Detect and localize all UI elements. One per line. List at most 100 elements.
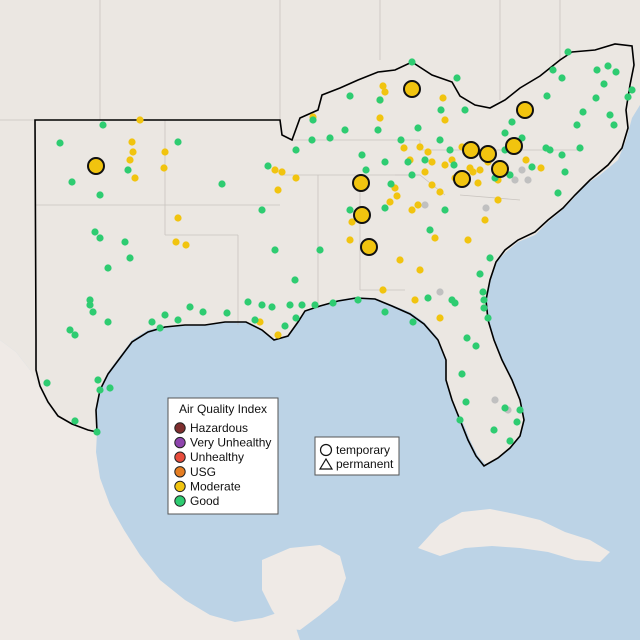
monitor-dot-good	[558, 74, 566, 82]
monitor-dot-moderate	[161, 148, 169, 156]
monitor-dot-good	[437, 106, 445, 114]
monitor-dot-moderate	[411, 296, 419, 304]
monitor-dot-good	[409, 318, 417, 326]
aqi-legend-label: USG	[190, 465, 216, 479]
monitor-dot-good	[610, 121, 618, 129]
temporary-label: temporary	[336, 443, 390, 457]
monitor-dot-good	[71, 331, 79, 339]
monitor-dot-good	[436, 136, 444, 144]
monitor-dot-moderate	[174, 214, 182, 222]
monitor-dot-good	[501, 129, 509, 137]
monitor-dot-moderate	[428, 181, 436, 189]
monitor-type-legend: temporary permanent	[314, 436, 400, 476]
monitor-dot-moderate	[396, 256, 404, 264]
monitor-dot-good	[506, 437, 514, 445]
monitor-dot-good	[218, 180, 226, 188]
monitor-dot-moderate	[494, 196, 502, 204]
monitor-dot-good	[424, 294, 432, 302]
aqi-legend-label: Hazardous	[190, 421, 248, 435]
monitor-dot-good	[561, 168, 569, 176]
monitor-dot-good	[387, 180, 395, 188]
monitor-dot-moderate	[474, 179, 482, 187]
aqi-legend-swatch	[174, 436, 186, 449]
monitor-dot-good	[354, 296, 362, 304]
monitor-dot-good	[68, 178, 76, 186]
monitor-dot-good	[484, 314, 492, 322]
monitor-dot-moderate	[441, 116, 449, 124]
monitor-dot-good	[329, 299, 337, 307]
monitor-dot-good	[161, 311, 169, 319]
aqi-legend-label: Unhealthy	[190, 450, 244, 464]
monitor-dot-good	[450, 161, 458, 169]
monitor-dot-good	[381, 158, 389, 166]
aqi-legend-label: Moderate	[190, 479, 241, 493]
temporary-monitor-moderate	[353, 206, 371, 224]
monitor-dot-no-data	[491, 396, 499, 404]
monitor-dot-good	[592, 94, 600, 102]
aqi-legend-title: Air Quality Index	[179, 402, 267, 416]
monitor-dot-good	[268, 303, 276, 311]
monitor-dot-good	[121, 238, 129, 246]
monitor-dot-no-data	[511, 176, 519, 184]
temporary-monitor-moderate	[453, 170, 471, 188]
monitor-dot-good	[426, 226, 434, 234]
monitor-dot-good	[476, 270, 484, 278]
monitor-dot-moderate	[469, 168, 477, 176]
monitor-dot-moderate	[381, 88, 389, 96]
monitor-dot-moderate	[408, 206, 416, 214]
monitor-dot-good	[564, 48, 572, 56]
monitor-dot-good	[543, 92, 551, 100]
monitor-dot-good	[461, 106, 469, 114]
monitor-dot-moderate	[424, 148, 432, 156]
monitor-dot-good	[404, 158, 412, 166]
monitor-dot-good	[376, 96, 384, 104]
monitor-dot-moderate	[379, 82, 387, 90]
monitor-dot-good	[576, 144, 584, 152]
temporary-monitor-moderate	[403, 80, 421, 98]
temporary-circle-icon	[319, 443, 333, 457]
state-border-line	[459, 194, 521, 201]
monitor-dot-good	[341, 126, 349, 134]
monitor-dot-good	[86, 301, 94, 309]
monitor-dot-good	[421, 156, 429, 164]
yucatan-peninsula	[262, 545, 346, 630]
monitor-dot-good	[381, 204, 389, 212]
monitor-dot-moderate	[348, 218, 356, 226]
monitor-dot-good	[316, 246, 324, 254]
monitor-dot-moderate	[441, 161, 449, 169]
monitor-dot-good	[506, 171, 514, 179]
monitor-dot-good	[463, 334, 471, 342]
monitor-dot-moderate	[416, 266, 424, 274]
monitor-dot-moderate	[439, 94, 447, 102]
monitor-dot-moderate	[537, 164, 545, 172]
monitor-dot-moderate	[431, 234, 439, 242]
monitor-dot-moderate	[160, 164, 168, 172]
monitor-dot-good	[326, 134, 334, 142]
monitor-dot-good	[628, 86, 636, 94]
temporary-monitor-moderate	[479, 145, 497, 163]
monitor-dot-moderate	[278, 168, 286, 176]
monitor-dot-moderate	[126, 156, 134, 164]
monitor-dot-good	[456, 416, 464, 424]
monitor-dot-good	[309, 116, 317, 124]
monitor-dot-moderate	[274, 331, 282, 339]
monitor-dot-good	[462, 398, 470, 406]
temporary-monitor-moderate	[462, 141, 480, 159]
monitor-dot-moderate	[414, 201, 422, 209]
monitor-dot-moderate	[172, 238, 180, 246]
monitor-dot-moderate	[436, 188, 444, 196]
monitor-dot-good	[448, 296, 456, 304]
monitor-dot-good	[604, 62, 612, 70]
monitor-dot-good	[104, 318, 112, 326]
permanent-triangle-icon	[318, 457, 334, 470]
monitor-dots-layer	[43, 48, 636, 445]
temporary-monitor-moderate	[516, 101, 534, 119]
monitor-dot-good	[56, 139, 64, 147]
aqi-legend-swatch	[174, 480, 186, 493]
monitor-dot-moderate	[274, 186, 282, 194]
aqi-legend-swatch	[174, 495, 186, 507]
temporary-monitor-moderate	[491, 160, 509, 178]
monitor-dot-good	[93, 428, 101, 436]
